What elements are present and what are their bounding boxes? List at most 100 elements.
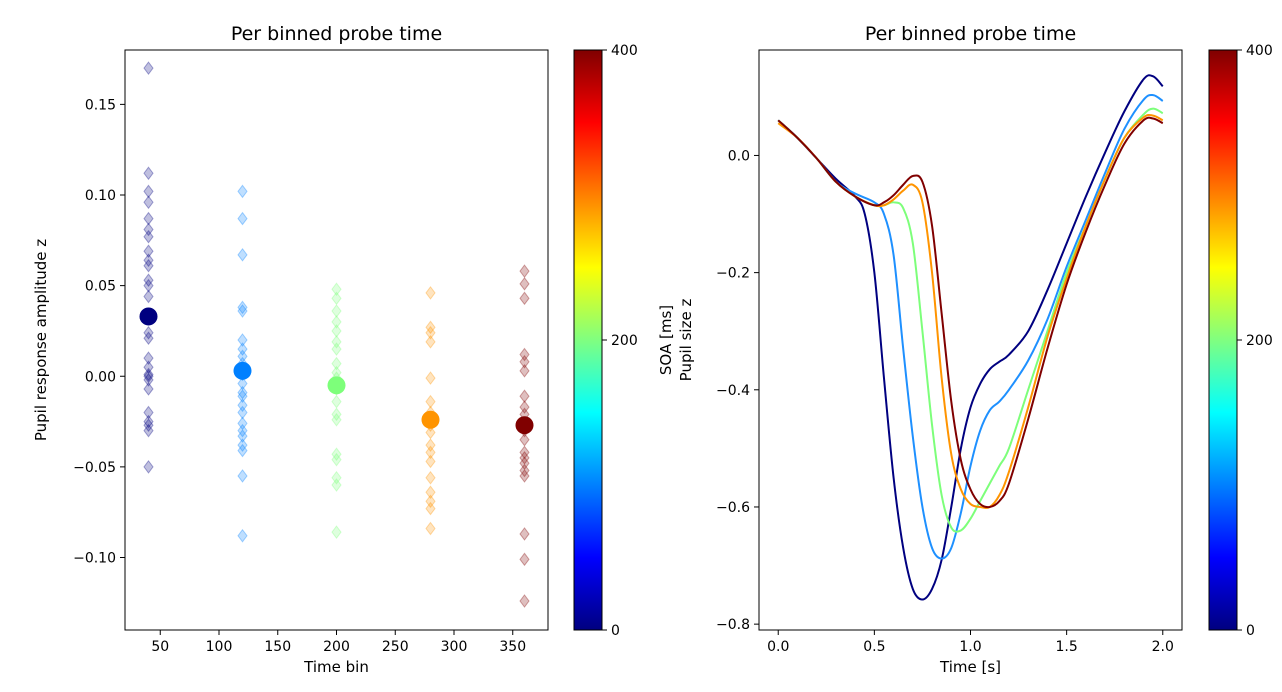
y-tick-label: −0.2 [716, 266, 750, 282]
data-point-diamond [237, 469, 248, 483]
data-point-diamond [331, 470, 342, 485]
x-tick-label: 350 [499, 639, 526, 655]
colorbar-tick-label: 200 [611, 333, 638, 349]
data-point-diamond [143, 258, 154, 273]
data-point-diamond [143, 331, 154, 346]
y-tick-label: −0.4 [716, 383, 750, 399]
data-point-diamond [143, 253, 154, 268]
colorbar-tick-label: 400 [1246, 43, 1273, 59]
data-point-diamond [331, 291, 342, 306]
colorbar-tick-label: 400 [611, 43, 638, 59]
data-point-diamond [425, 494, 436, 509]
data-point-diamond [143, 423, 154, 438]
y-tick-label: −0.6 [716, 500, 750, 516]
x-tick-label: 300 [441, 639, 468, 655]
data-point-diamond [425, 454, 436, 469]
data-point-diamond [143, 229, 154, 244]
data-point-diamond [519, 291, 530, 306]
data-point-diamond [237, 376, 248, 391]
data-point-diamond [143, 414, 154, 429]
data-point-diamond [425, 485, 436, 500]
data-point-diamond [143, 382, 154, 396]
data-point-diamond [143, 278, 154, 293]
data-point-diamond [519, 354, 530, 369]
y-axis-label: Pupil size z [677, 299, 695, 382]
data-point-diamond [237, 443, 248, 458]
data-point-diamond [425, 325, 436, 340]
data-point-diamond [425, 438, 436, 452]
colorbar-1: 0 200 400 SOA [ms] [573, 43, 675, 639]
data-point-diamond [331, 407, 342, 422]
axes-frame [758, 49, 1183, 631]
data-point-diamond [143, 273, 154, 288]
data-point-diamond [519, 264, 530, 278]
data-point-diamond [425, 320, 436, 335]
data-point-diamond [143, 325, 154, 340]
mean-point [327, 376, 346, 395]
data-point-diamond [143, 373, 154, 387]
y-tick-label: 0.00 [85, 369, 116, 385]
axes-2: 0.0 0.5 1.0 1.5 2.0 −0.8 −0.6 −0.4 −0.2 0.0 Per bi… [677, 23, 1183, 676]
data-point-diamond [237, 398, 248, 413]
data-point-diamond [237, 429, 248, 443]
data-point-diamond [519, 527, 530, 541]
y-axis-label: Pupil response amplitude z [32, 239, 50, 441]
data-point-diamond [331, 452, 342, 467]
data-point-diamond [425, 425, 436, 440]
data-point-diamond [331, 478, 342, 492]
data-point-diamond [425, 286, 436, 300]
y-tick-label: 0.0 [728, 148, 750, 164]
y-tick-label: 0.05 [85, 279, 116, 295]
x-axis-label: Time bin [303, 658, 369, 676]
data-point-diamond [425, 371, 436, 385]
x-tick-label: 100 [206, 639, 233, 655]
data-point-diamond [143, 211, 154, 226]
axes-frame [124, 49, 549, 631]
data-point-diamond [331, 304, 342, 318]
data-point-diamond [331, 282, 342, 297]
y-tick-label: −0.10 [73, 551, 116, 567]
mean-point [139, 307, 158, 326]
data-point-diamond [143, 166, 154, 181]
data-point-diamond [331, 315, 342, 329]
data-point-diamond [331, 334, 342, 349]
series-line [777, 116, 1164, 509]
data-point-diamond [143, 222, 154, 237]
data-point-diamond [237, 211, 248, 226]
data-point-diamond [519, 469, 530, 483]
x-tick-label: 1.0 [959, 639, 981, 655]
data-point-diamond [237, 385, 248, 400]
data-point-diamond [143, 195, 154, 210]
data-point-diamond [331, 356, 342, 371]
x-tick-label: 2.0 [1152, 639, 1174, 655]
data-point-diamond [143, 460, 154, 474]
data-point-diamond [143, 61, 154, 75]
data-point-diamond [143, 184, 154, 199]
data-point-diamond [237, 300, 248, 315]
x-axis-label: Time [s] [939, 658, 1001, 676]
y-tick-label: 0.10 [85, 188, 116, 204]
data-point-diamond [143, 418, 154, 433]
data-point-diamond [143, 244, 154, 259]
data-point-diamond [331, 394, 342, 409]
chart-title: Per binned probe time [231, 23, 442, 45]
data-point-diamond [519, 450, 530, 465]
data-point-diamond [519, 552, 530, 567]
data-point-diamond [519, 463, 530, 478]
data-point-diamond [237, 333, 248, 347]
series-line [777, 93, 1164, 560]
data-point-diamond [425, 394, 436, 409]
y-tick-label: 0.15 [85, 97, 116, 113]
data-point-diamond [425, 521, 436, 536]
mean-point [421, 410, 440, 429]
data-point-diamond [143, 289, 154, 304]
data-point-diamond [519, 456, 530, 471]
data-point-diamond [425, 470, 436, 485]
data-point-diamond [519, 276, 530, 291]
mean-point [515, 416, 534, 435]
x-tick-label: 1.5 [1056, 639, 1078, 655]
data-point-diamond [237, 528, 248, 543]
data-point-diamond [331, 342, 342, 356]
x-tick-label: 0.5 [863, 639, 885, 655]
